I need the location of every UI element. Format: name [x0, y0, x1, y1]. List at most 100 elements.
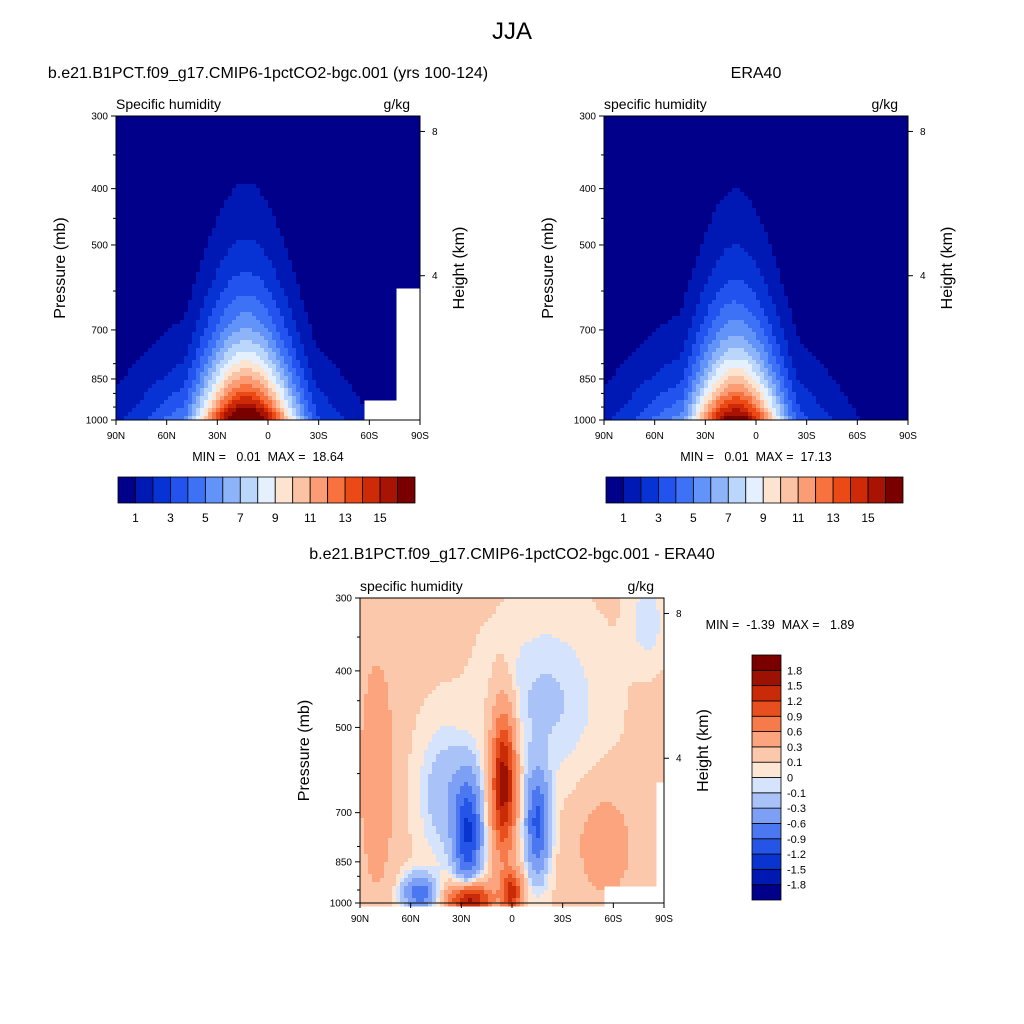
field-cell: [160, 156, 165, 161]
field-cell: [140, 368, 145, 373]
field-cell: [228, 224, 233, 229]
field-cell: [324, 312, 329, 317]
field-cell: [260, 348, 265, 353]
field-cell: [136, 296, 141, 301]
field-cell: [232, 384, 237, 389]
field-cell: [320, 276, 325, 281]
field-cell: [380, 192, 385, 197]
field-cell: [388, 356, 393, 361]
field-cell: [244, 176, 249, 181]
field-cell: [204, 380, 209, 385]
field-cell: [412, 152, 417, 157]
field-cell: [340, 148, 345, 153]
field-cell: [356, 352, 361, 357]
field-cell: [324, 300, 329, 305]
field-cell: [332, 176, 337, 181]
field-cell: [192, 332, 197, 337]
field-cell: [328, 264, 333, 269]
field-cell: [372, 376, 377, 381]
field-cell: [292, 144, 297, 149]
field-cell: [368, 128, 373, 133]
field-cell: [132, 144, 137, 149]
field-cell: [172, 308, 177, 313]
field-cell: [224, 184, 229, 189]
field-cell: [244, 324, 249, 329]
field-cell: [176, 348, 181, 353]
field-cell: [316, 316, 321, 321]
field-cell: [172, 272, 177, 277]
field-cell: [116, 128, 121, 133]
field-cell: [276, 208, 281, 213]
field-cell: [156, 200, 161, 205]
field-cell: [292, 288, 297, 293]
field-cell: [336, 152, 341, 157]
field-cell: [184, 356, 189, 361]
field-cell: [164, 148, 169, 153]
field-cell: [216, 176, 221, 181]
field-cell: [280, 236, 285, 241]
field-cell: [224, 212, 229, 217]
field-cell: [356, 236, 361, 241]
field-cell: [272, 344, 277, 349]
field-cell: [192, 160, 197, 165]
field-cell: [304, 164, 309, 169]
field-cell: [388, 200, 393, 205]
field-cell: [296, 304, 301, 309]
field-cell: [316, 144, 321, 149]
field-cell: [188, 204, 193, 209]
field-cell: [224, 200, 229, 205]
field-cell: [196, 152, 201, 157]
field-cell: [160, 144, 165, 149]
field-cell: [196, 288, 201, 293]
field-cell: [240, 164, 245, 169]
field-cell: [144, 316, 149, 321]
field-cell: [176, 236, 181, 241]
field-cell: [200, 280, 205, 285]
field-cell: [228, 364, 233, 369]
field-cell: [376, 212, 381, 217]
field-cell: [392, 288, 397, 293]
field-cell: [236, 320, 241, 325]
field-cell: [336, 236, 341, 241]
field-cell: [272, 380, 277, 385]
field-cell: [356, 120, 361, 125]
field-cell: [344, 132, 349, 137]
figure-title: JJA: [491, 18, 532, 45]
field-cell: [252, 284, 257, 289]
field-cell: [252, 328, 257, 333]
field-cell: [164, 328, 169, 333]
field-cell: [336, 380, 341, 385]
field-cell: [328, 276, 333, 281]
field-cell: [252, 308, 257, 313]
field-cell: [372, 272, 377, 277]
field-cell: [360, 340, 365, 345]
field-cell: [300, 216, 305, 221]
field-cell: [204, 248, 209, 253]
field-cell: [208, 288, 213, 293]
field-cell: [224, 220, 229, 225]
field-cell: [396, 276, 401, 281]
field-cell: [256, 120, 261, 125]
field-cell: [280, 332, 285, 337]
field-cell: [328, 160, 333, 165]
field-cell: [188, 384, 193, 389]
field-cell: [252, 280, 257, 285]
field-cell: [232, 272, 237, 277]
field-cell: [224, 248, 229, 253]
field-cell: [332, 184, 337, 189]
field-cell: [388, 144, 393, 149]
field-cell: [116, 324, 121, 329]
field-cell: [196, 280, 201, 285]
field-cell: [252, 220, 257, 225]
field-cell: [276, 292, 281, 297]
field-cell: [392, 148, 397, 153]
field-cell: [336, 312, 341, 317]
field-cell: [220, 172, 225, 177]
field-cell: [272, 264, 277, 269]
field-cell: [324, 244, 329, 249]
field-cell: [128, 268, 133, 273]
field-cell: [164, 128, 169, 133]
field-cell: [384, 324, 389, 329]
field-cell: [264, 148, 269, 153]
field-cell: [332, 256, 337, 261]
